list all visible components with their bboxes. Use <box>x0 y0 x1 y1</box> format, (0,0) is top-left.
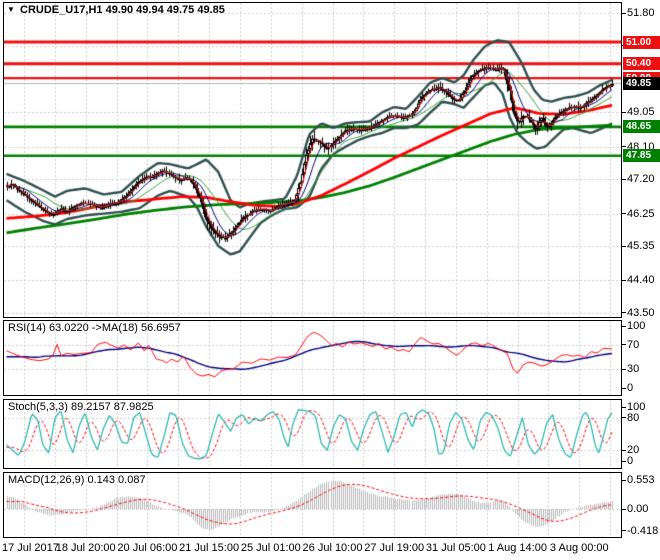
price-tickmark <box>622 111 626 113</box>
price-tick-49.05: 49.05 <box>627 106 655 119</box>
indicator-tickmark <box>622 344 626 346</box>
price-tickmark <box>622 245 626 247</box>
indicator-scale-0: 0 <box>627 382 634 394</box>
price-tickmark <box>622 279 626 281</box>
indicator-scale-0.553: 0.553 <box>627 474 655 487</box>
time-label-21-Jul-15-00: 21 Jul 15:00 <box>179 542 240 554</box>
indicator-scale-100: 100 <box>627 320 646 332</box>
rsi-label: RSI(14) 63.0220 ->MA(18) 56.6957 <box>8 322 181 334</box>
price-tick-44.40: 44.40 <box>627 274 655 287</box>
indicator-tickmark <box>622 368 626 370</box>
indicator-tickmark <box>622 449 626 451</box>
time-label-3-Aug-00-00: 3 Aug 00:00 <box>549 542 609 554</box>
price-tickmark <box>622 178 626 180</box>
stochastic-label: Stoch(5,3,3) 89.2157 87.9825 <box>8 401 154 413</box>
indicator-scale-20: 20 <box>627 444 640 457</box>
chart-title: CRUDE_U17,H1 49.90 49.94 49.75 49.85 <box>20 4 225 16</box>
rsi-canvas[interactable] <box>4 321 621 395</box>
time-label-26-Jul-10-00: 26 Jul 10:00 <box>302 542 363 554</box>
indicator-scale--0.418: -0.418 <box>627 524 659 537</box>
symbol-dropdown-icon[interactable]: ▼ <box>7 5 15 14</box>
time-label-27-Jul-19-00: 27 Jul 19:00 <box>364 542 425 554</box>
price-tick-45.35: 45.35 <box>627 240 655 253</box>
price-tickmark <box>622 312 626 314</box>
price-tickmark <box>622 213 626 215</box>
indicator-tickmark <box>622 387 626 389</box>
indicator-scale-70: 70 <box>627 338 640 351</box>
indicator-tickmark <box>622 406 626 408</box>
price-flag-current-price-49.85: 49.85 <box>623 77 660 91</box>
time-label-18-Jul-20-00: 18 Jul 20:00 <box>55 542 116 554</box>
price-tick-51.80: 51.80 <box>627 7 655 20</box>
stochastic-panel: Stoch(5,3,3) 89.2157 87.9825 <box>3 399 622 469</box>
price-tick-47.20: 47.20 <box>627 173 655 186</box>
time-label-1-Aug-14-00: 1 Aug 14:00 <box>488 542 547 554</box>
indicator-scale-100: 100 <box>627 401 646 413</box>
price-flag-resistance-51.00: 51.00 <box>623 35 660 49</box>
indicator-scale-0.00: 0.00 <box>627 503 649 515</box>
time-label-25-Jul-01-00: 25 Jul 01:00 <box>240 542 301 554</box>
price-tick-43.50: 43.50 <box>627 306 655 319</box>
price-tickmark <box>622 146 626 148</box>
indicator-tickmark <box>622 479 626 481</box>
main-chart-panel <box>3 2 622 318</box>
macd-canvas[interactable] <box>4 473 621 537</box>
macd-panel: MACD(12,26,9) 0.143 0.087 <box>3 472 622 538</box>
stochastic-canvas[interactable] <box>4 400 621 468</box>
indicator-tickmark <box>622 417 626 419</box>
price-chart-canvas[interactable] <box>4 3 621 317</box>
price-flag-support-48.65: 48.65 <box>623 120 660 134</box>
rsi-panel: RSI(14) 63.0220 ->MA(18) 56.6957 <box>3 320 622 396</box>
indicator-scale-80: 80 <box>627 411 640 424</box>
indicator-tickmark <box>622 325 626 327</box>
indicator-scale-30: 30 <box>627 363 640 376</box>
price-flag-support-47.85: 47.85 <box>623 149 660 163</box>
time-label-17-Jul-2017: 17 Jul 2017 <box>2 542 59 554</box>
indicator-tickmark <box>622 530 626 532</box>
time-label-31-Jul-05-00: 31 Jul 05:00 <box>425 542 486 554</box>
price-tick-46.25: 46.25 <box>627 207 655 220</box>
indicator-tickmark <box>622 460 626 462</box>
indicator-scale-0: 0 <box>627 455 634 467</box>
time-label-20-Jul-06-00: 20 Jul 06:00 <box>117 542 178 554</box>
price-flag-resistance-50.40: 50.40 <box>623 57 660 71</box>
macd-label: MACD(12,26,9) 0.143 0.087 <box>8 474 146 486</box>
price-tickmark <box>622 12 626 14</box>
indicator-tickmark <box>622 508 626 510</box>
